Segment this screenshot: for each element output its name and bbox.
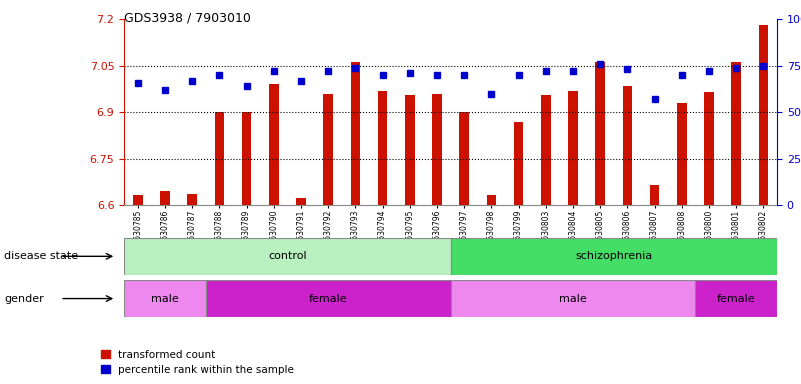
Text: female: female — [717, 293, 755, 304]
Text: schizophrenia: schizophrenia — [575, 251, 652, 262]
Bar — [622, 86, 632, 205]
Legend: transformed count, percentile rank within the sample: transformed count, percentile rank withi… — [102, 350, 294, 375]
Text: GDS3938 / 7903010: GDS3938 / 7903010 — [124, 12, 251, 25]
Bar — [759, 25, 768, 205]
Text: female: female — [309, 293, 348, 304]
Bar — [695, 280, 777, 317]
Bar — [731, 62, 741, 205]
Bar — [460, 112, 469, 205]
Bar — [595, 62, 605, 205]
Bar — [351, 62, 360, 205]
Bar — [160, 192, 170, 205]
Bar — [269, 84, 279, 205]
Bar — [124, 280, 206, 317]
Text: gender: gender — [4, 293, 44, 304]
Bar — [324, 94, 333, 205]
Bar — [568, 91, 578, 205]
Bar — [541, 95, 550, 205]
Bar — [405, 95, 415, 205]
Bar — [677, 103, 686, 205]
Bar — [242, 112, 252, 205]
Bar — [650, 185, 659, 205]
Bar — [704, 92, 714, 205]
Bar — [451, 238, 777, 275]
Bar — [486, 195, 496, 205]
Text: disease state: disease state — [4, 251, 78, 262]
Text: male: male — [559, 293, 587, 304]
Bar — [296, 198, 306, 205]
Bar — [378, 91, 388, 205]
Text: male: male — [151, 293, 179, 304]
Bar — [451, 280, 695, 317]
Bar — [206, 280, 450, 317]
Bar — [513, 122, 523, 205]
Bar — [433, 94, 441, 205]
Bar — [215, 112, 224, 205]
Bar — [133, 195, 143, 205]
Bar — [124, 238, 450, 275]
Text: control: control — [268, 251, 307, 262]
Bar — [187, 194, 197, 205]
